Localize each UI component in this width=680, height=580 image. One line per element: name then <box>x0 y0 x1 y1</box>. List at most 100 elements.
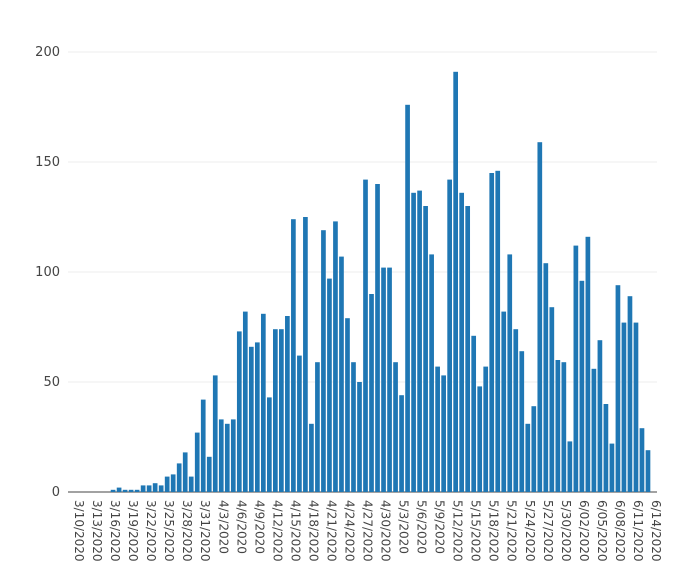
bar <box>621 322 627 492</box>
x-tick-label: 5/15/2020 <box>469 500 483 562</box>
bar <box>152 483 158 492</box>
bar <box>597 340 603 492</box>
bar <box>164 476 170 492</box>
bar <box>507 254 513 492</box>
bar <box>116 487 122 492</box>
bar <box>212 375 218 492</box>
bar <box>146 485 152 492</box>
bar <box>291 219 296 492</box>
x-tick-label: 3/13/2020 <box>90 500 104 562</box>
x-tick-label: 3/10/2020 <box>72 500 86 562</box>
bar <box>273 329 278 492</box>
bar <box>393 362 398 492</box>
bar <box>224 423 230 492</box>
y-tick-label: 100 <box>35 265 60 280</box>
x-tick-label: 4/9/2020 <box>252 500 266 554</box>
bar <box>110 489 116 492</box>
bar <box>176 463 182 492</box>
x-tick-label: 3/31/2020 <box>198 500 212 562</box>
y-tick-label: 150 <box>35 155 60 170</box>
bar <box>465 206 471 492</box>
bar <box>441 375 446 492</box>
y-axis: 0 50 100 150 200 <box>35 45 60 500</box>
bar <box>429 254 434 492</box>
x-tick-label: 4/12/2020 <box>270 500 284 562</box>
x-tick-label: 4/15/2020 <box>288 500 302 562</box>
bar <box>248 346 254 492</box>
bar <box>285 316 290 492</box>
bar <box>477 386 483 492</box>
y-tick-label: 0 <box>52 485 60 500</box>
x-tick-label: 4/24/2020 <box>342 500 356 562</box>
x-tick-label: 6/11/2020 <box>631 500 645 562</box>
bar <box>140 485 146 492</box>
x-tick-label: 3/25/2020 <box>162 500 176 562</box>
bar <box>297 355 302 492</box>
bar <box>254 342 260 492</box>
bar <box>405 104 410 493</box>
x-tick-label: 5/9/2020 <box>433 500 447 554</box>
x-tick-label: 5/24/2020 <box>523 500 537 562</box>
bar <box>206 456 212 492</box>
bar <box>627 296 633 492</box>
bar <box>218 419 224 492</box>
bar <box>236 331 242 492</box>
bar <box>357 382 362 492</box>
bar <box>182 452 188 492</box>
x-tick-label: 5/6/2020 <box>415 500 429 554</box>
bar <box>134 489 140 492</box>
bar <box>242 311 248 492</box>
bar <box>315 362 320 492</box>
x-tick-label: 4/6/2020 <box>234 500 248 554</box>
bar <box>447 179 452 492</box>
bar <box>128 489 134 492</box>
x-tick-label: 4/3/2020 <box>216 500 230 554</box>
bars <box>110 71 651 493</box>
bar <box>471 335 477 492</box>
x-tick-label: 6/05/2020 <box>595 500 609 562</box>
bar <box>459 192 465 493</box>
bar <box>501 311 507 492</box>
x-tick-label: 3/19/2020 <box>126 500 140 562</box>
bar <box>555 360 561 492</box>
x-tick-label: 6/08/2020 <box>613 500 627 562</box>
x-tick-label: 3/28/2020 <box>180 500 194 562</box>
bar <box>549 307 555 492</box>
x-tick-label: 6/14/2020 <box>649 500 663 562</box>
bar <box>363 179 368 492</box>
bar <box>411 192 416 493</box>
bar <box>122 489 128 492</box>
bar <box>279 329 284 492</box>
bar <box>345 318 350 492</box>
bar <box>543 263 549 492</box>
x-tick-label: 6/02/2020 <box>577 500 591 562</box>
x-tick-label: 5/21/2020 <box>505 500 519 562</box>
x-tick-label: 4/18/2020 <box>306 500 320 562</box>
bar <box>399 395 404 492</box>
bar <box>303 217 308 492</box>
bar <box>603 404 609 492</box>
y-tick-label: 50 <box>43 375 60 390</box>
x-tick-label: 5/3/2020 <box>397 500 411 554</box>
x-tick-label: 3/16/2020 <box>108 500 122 562</box>
bar <box>188 476 194 492</box>
bar <box>230 419 236 492</box>
bar <box>513 329 519 492</box>
bar <box>579 280 585 492</box>
bar <box>194 432 200 492</box>
bar <box>633 322 639 492</box>
x-tick-label: 4/30/2020 <box>379 500 393 562</box>
bar <box>267 397 272 492</box>
bar <box>435 366 440 492</box>
bar <box>381 267 386 492</box>
bar <box>609 443 615 492</box>
bar <box>525 423 531 492</box>
bar <box>423 206 428 492</box>
x-tick-label: 5/12/2020 <box>451 500 465 562</box>
bar <box>561 362 567 492</box>
bar <box>453 71 458 493</box>
bar <box>351 362 356 492</box>
bar <box>170 474 176 492</box>
